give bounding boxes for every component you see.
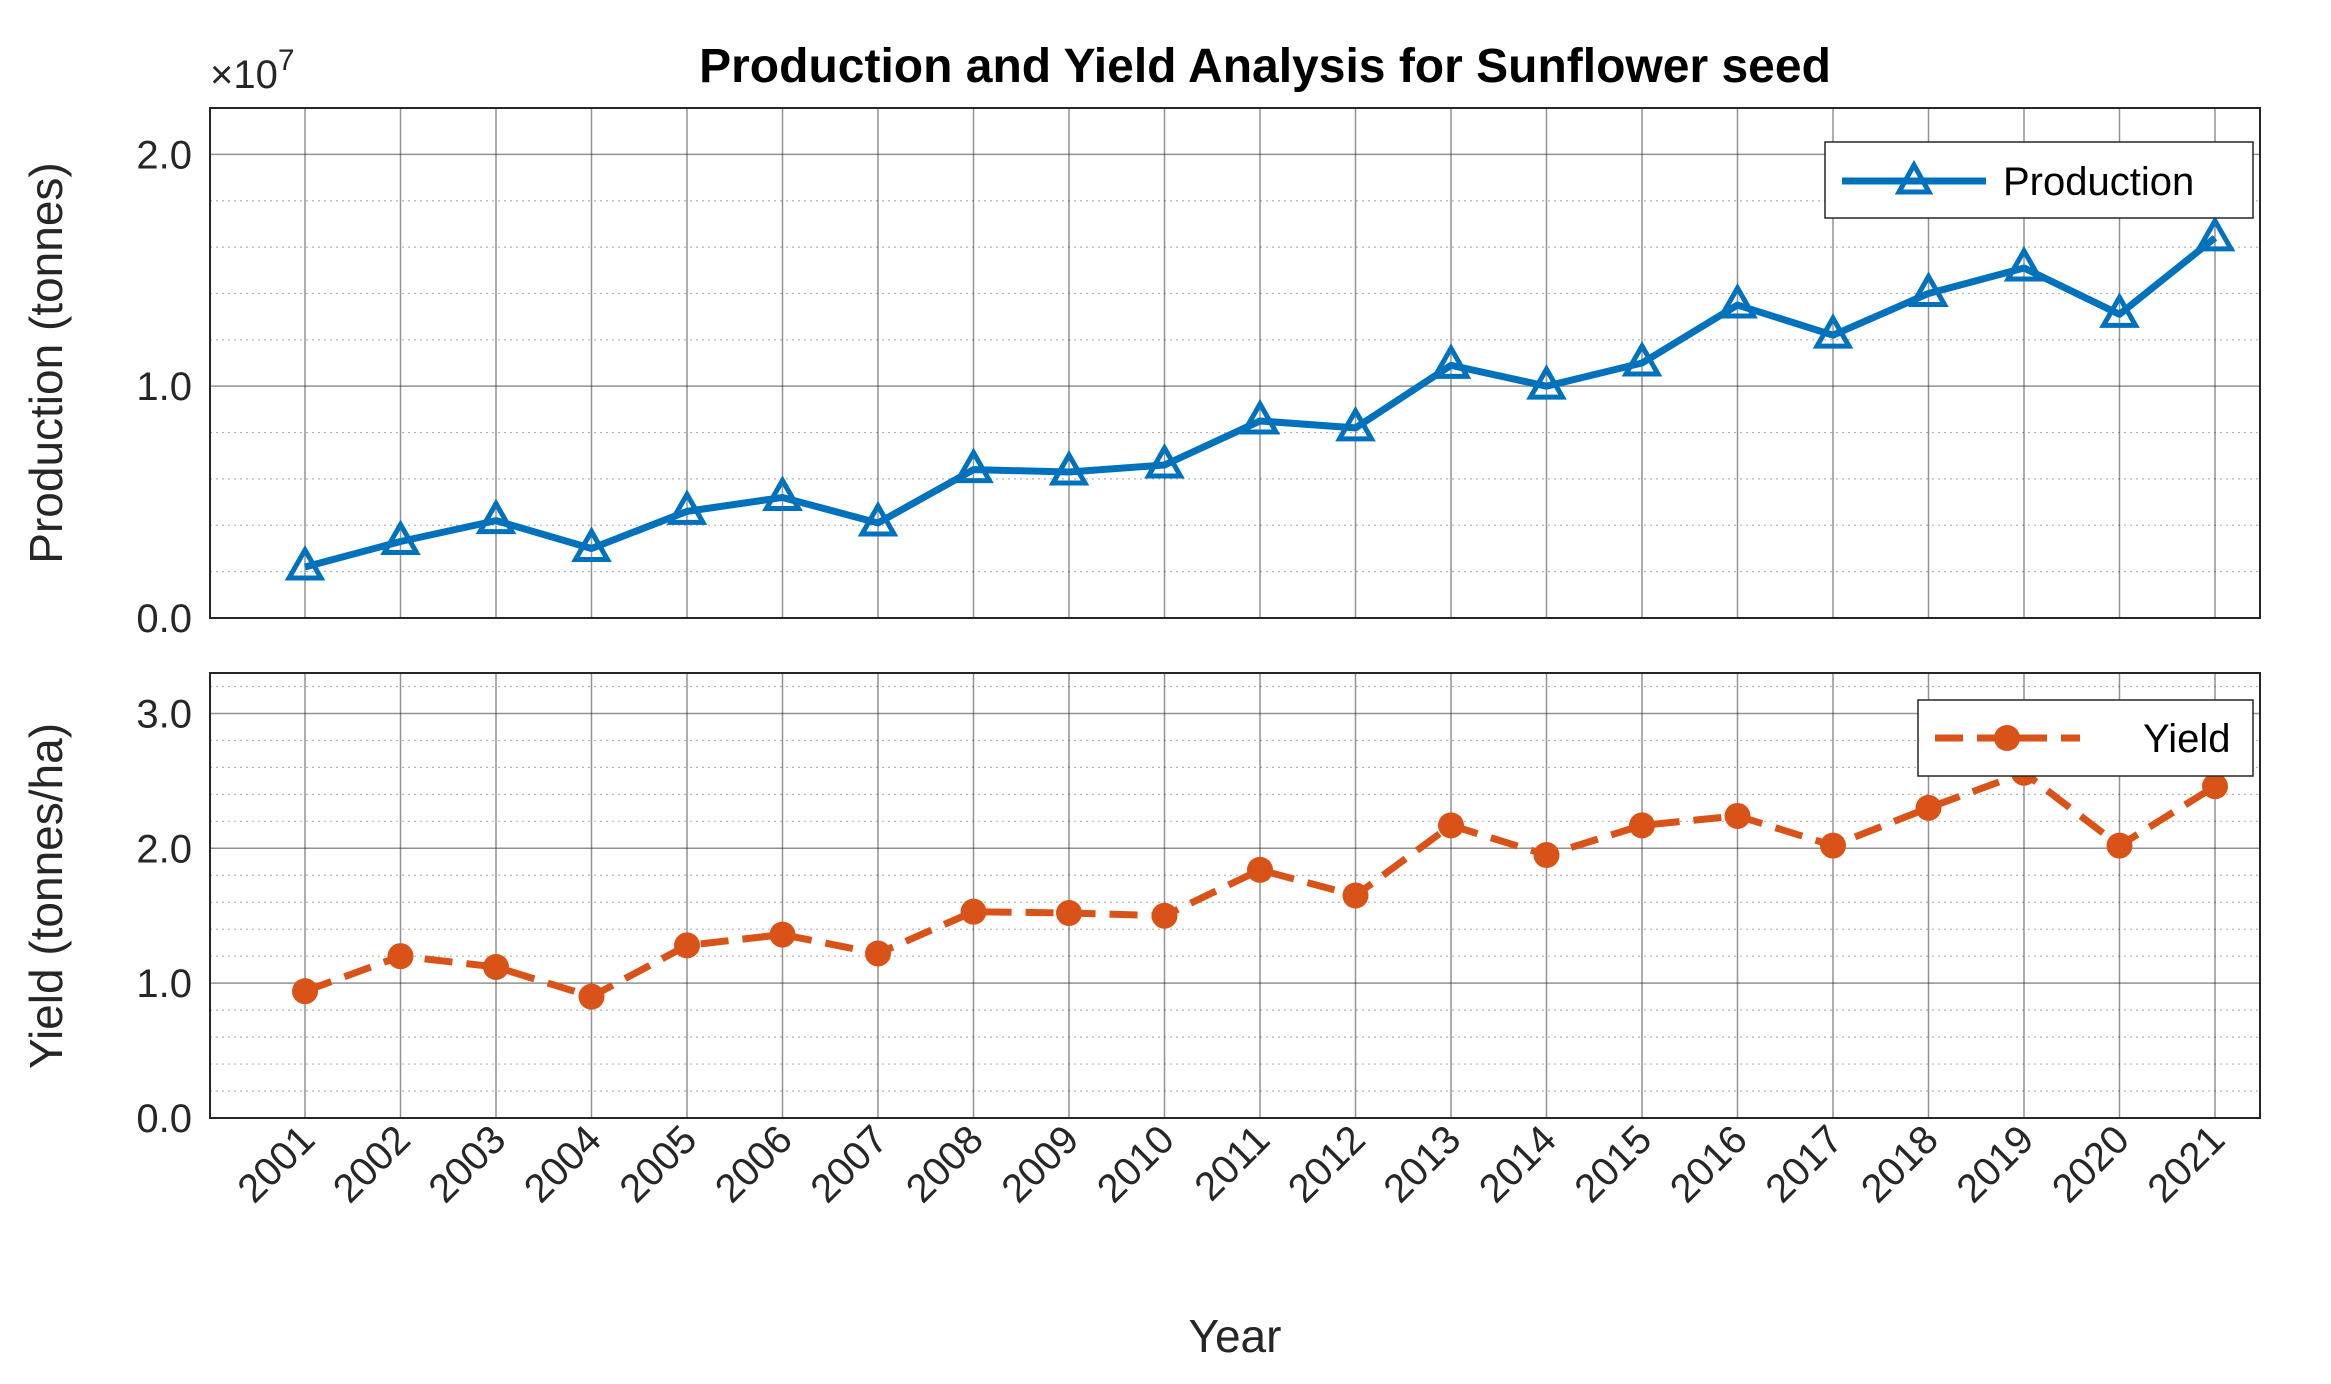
data-point-yield xyxy=(2106,832,2133,859)
data-point-production xyxy=(666,489,708,525)
production-axes-frame xyxy=(209,107,2261,619)
data-point-production xyxy=(1717,283,1758,319)
data-point-production xyxy=(475,498,517,535)
data-point-yield xyxy=(1056,900,1082,927)
data-point-yield xyxy=(1151,902,1178,929)
data-point-yield xyxy=(578,983,605,1010)
data-point-production xyxy=(762,475,803,511)
data-point-production xyxy=(284,544,326,581)
data-point-yield xyxy=(292,978,318,1005)
y-tick-label: 1.0 xyxy=(136,365,192,409)
data-point-yield xyxy=(1915,794,1942,821)
data-point-yield xyxy=(865,940,891,967)
y-tick-label: 0.0 xyxy=(136,597,192,641)
yield-legend-marker xyxy=(1994,725,2020,751)
data-point-production xyxy=(1526,364,1567,400)
production-series xyxy=(284,215,2236,581)
data-point-production xyxy=(1621,340,1663,377)
data-point-production xyxy=(1048,449,1090,486)
data-point-production xyxy=(1908,271,1949,307)
data-point-production xyxy=(571,526,612,562)
data-point-production xyxy=(2099,292,2140,328)
data-point-production xyxy=(1812,313,1854,349)
data-point-production xyxy=(2194,215,2236,252)
production-y-ticks: 0.0 1.0 2.0 xyxy=(136,133,192,641)
data-point-yield xyxy=(1533,842,1560,869)
production-exponent-label: ×107 xyxy=(210,44,295,97)
yield-legend: Yield xyxy=(1917,699,2254,777)
data-point-yield xyxy=(1820,832,1846,859)
x-axis-label: Year xyxy=(1189,1310,1282,1362)
yield-y-axis-label: Yield (tonnes/ha) xyxy=(20,723,72,1069)
data-point-production xyxy=(1430,343,1472,379)
production-exponent-power: 7 xyxy=(278,44,295,77)
yield-legend-label: Yield xyxy=(2143,717,2230,761)
data-point-yield xyxy=(769,921,796,948)
data-point-yield xyxy=(960,898,987,925)
y-tick-label: 0.0 xyxy=(136,1097,192,1141)
data-point-yield xyxy=(1629,812,1655,839)
data-point-production xyxy=(857,500,899,537)
production-y-axis-label: Production (tonnes) xyxy=(20,162,72,563)
y-tick-label: 2.0 xyxy=(136,133,192,177)
yield-axes-frame xyxy=(209,672,2261,1119)
data-point-yield xyxy=(1724,802,1751,829)
production-legend-label: Production xyxy=(2003,160,2194,204)
production-legend-marker xyxy=(1894,159,1934,195)
yield-legend-box xyxy=(1917,699,2254,777)
data-point-yield xyxy=(483,953,509,980)
data-point-yield xyxy=(1438,812,1464,839)
data-point-yield xyxy=(674,932,700,959)
data-point-production xyxy=(953,447,994,484)
production-legend: Production xyxy=(1824,141,2254,219)
chart-title: Production and Yield Analysis for Sunflo… xyxy=(699,40,1831,93)
data-point-yield xyxy=(387,943,414,970)
series-line-production xyxy=(304,235,2218,571)
yield-y-ticks: 0.0 1.0 2.0 3.0 xyxy=(136,692,192,1141)
data-point-yield xyxy=(1342,882,1369,909)
y-tick-label: 2.0 xyxy=(136,827,192,871)
data-point-production xyxy=(1239,398,1281,435)
data-point-yield xyxy=(2202,773,2228,800)
production-axes: 0.0 1.0 2.0 ×107 Production (tonnes) Produ… xyxy=(20,44,2261,641)
data-point-yield xyxy=(1247,856,1273,883)
data-point-production xyxy=(1144,442,1185,479)
data-point-production xyxy=(380,519,421,555)
y-tick-label: 1.0 xyxy=(136,962,192,1006)
production-exponent-base: ×10 xyxy=(210,53,278,97)
y-tick-label: 3.0 xyxy=(136,692,192,736)
data-point-production xyxy=(1335,405,1376,442)
series-line-yield xyxy=(303,769,2217,1001)
data-point-production xyxy=(2003,245,2045,282)
